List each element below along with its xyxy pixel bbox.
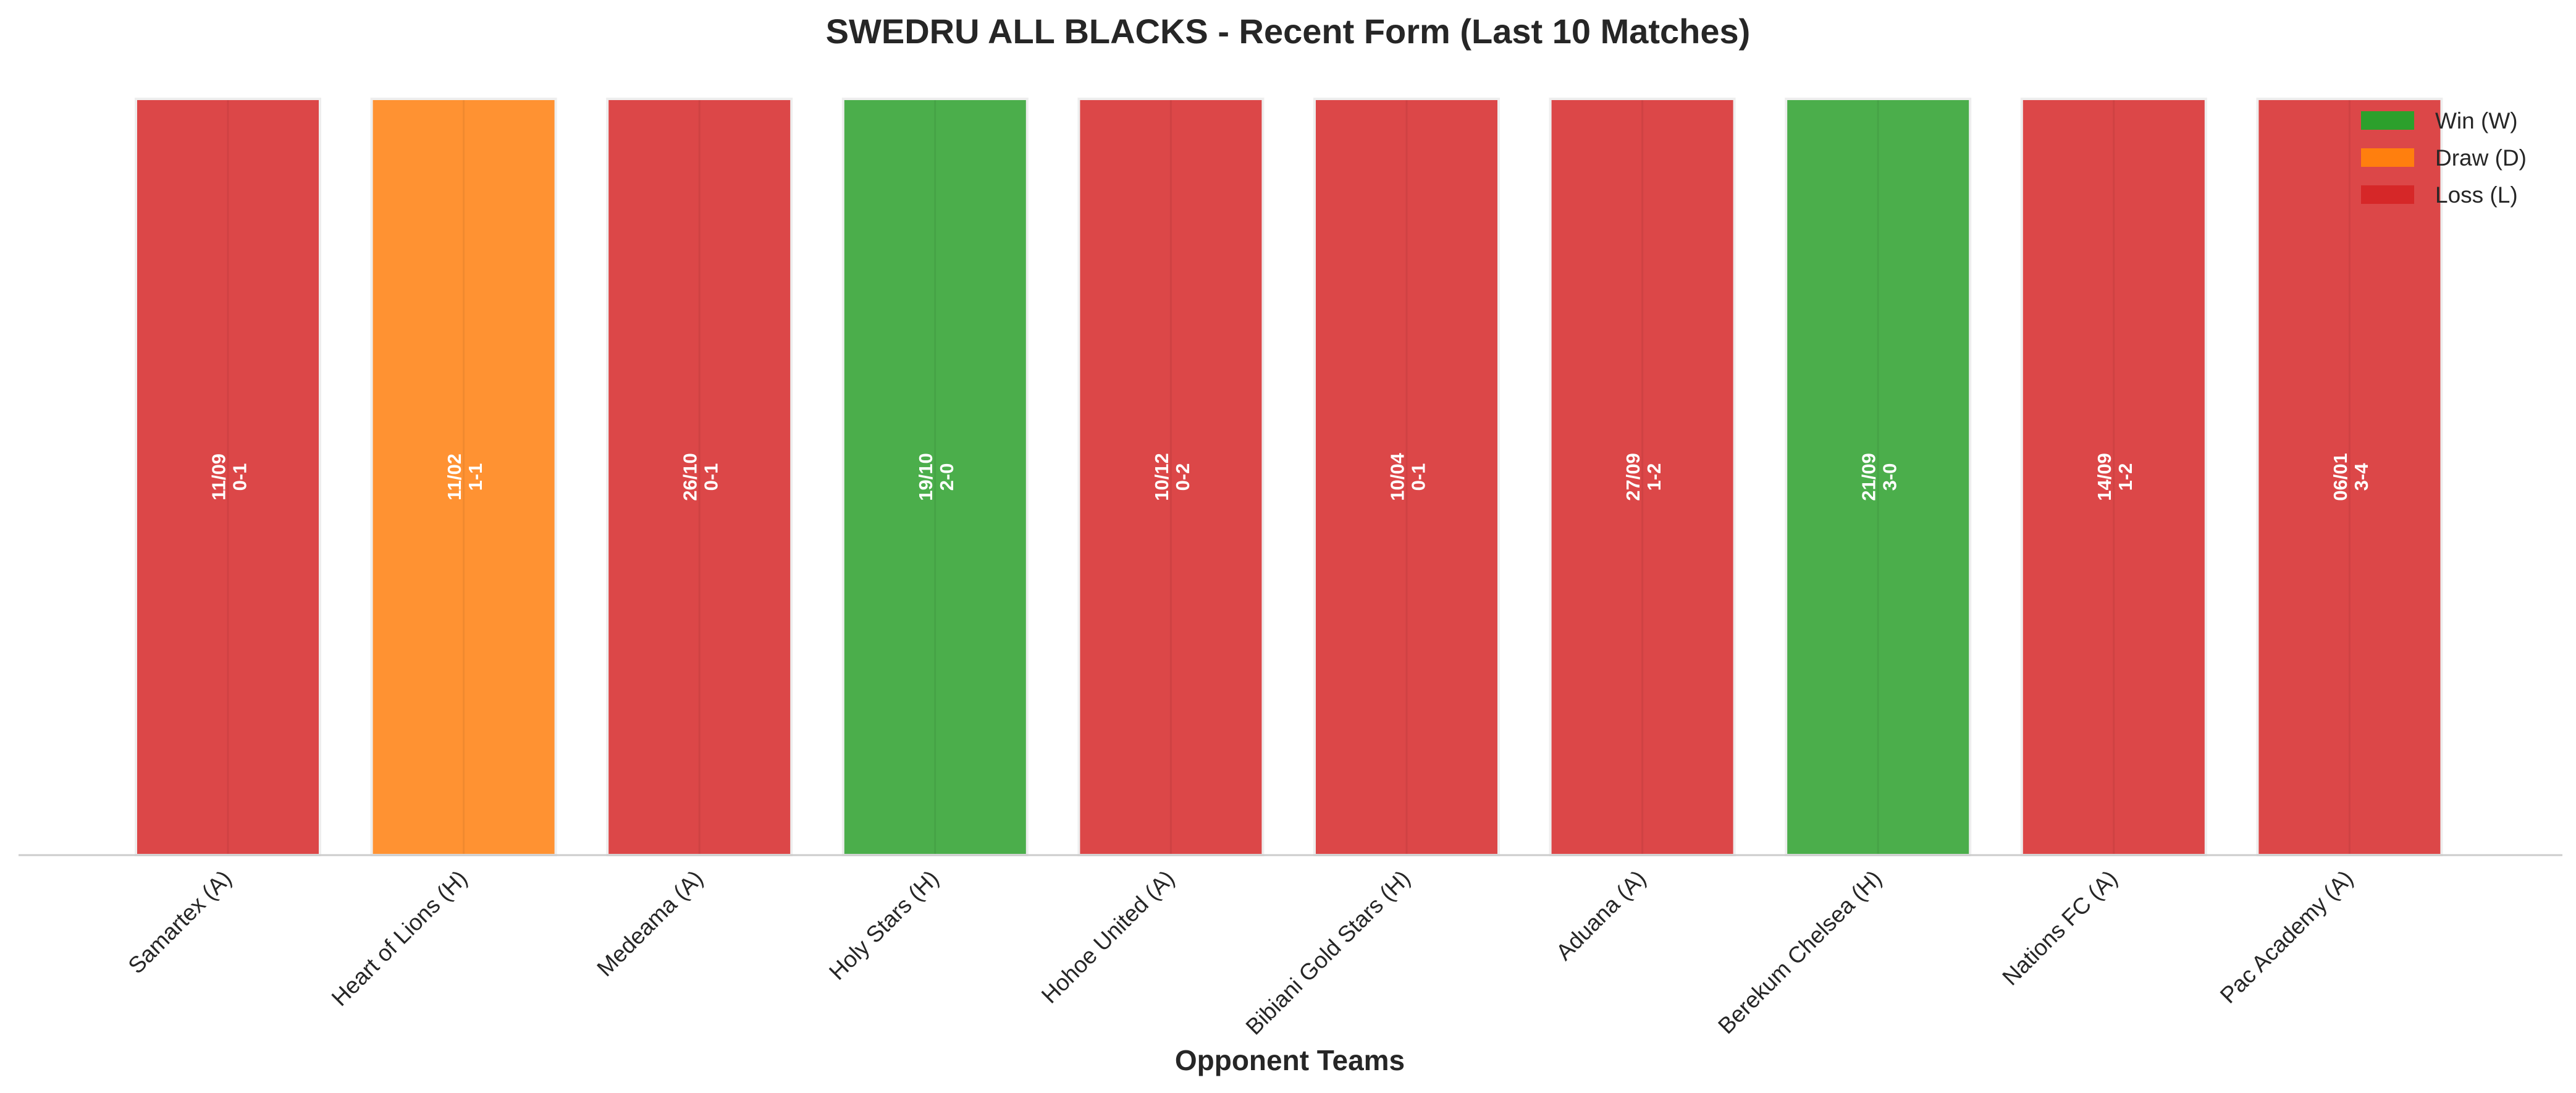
- x-tick-label-5: Hohoe United (A): [1037, 866, 1179, 1008]
- bar-8: [1785, 98, 1972, 856]
- bar-date-8: 21/09: [1858, 453, 1880, 501]
- bar-date-5: 10/12: [1151, 453, 1172, 501]
- bar-date-2: 11/02: [444, 454, 465, 500]
- bar-10: [2256, 98, 2443, 856]
- bar-score-6: 0-1: [1407, 463, 1429, 491]
- bar-score-3: 0-1: [701, 463, 722, 491]
- legend-label-l: Loss (L): [2435, 182, 2518, 208]
- bar-score-2: 1-1: [465, 463, 486, 491]
- bar-3: [606, 98, 793, 856]
- x-tick-labels: Samartex (A) Heart of Lions (H) Medeama (A…: [124, 866, 2358, 1040]
- x-tick-label-7: Aduana (A): [1551, 866, 1651, 965]
- legend-label-d: Draw (D): [2435, 145, 2527, 171]
- bar-5: [1077, 98, 1265, 856]
- x-tick-label-2: Heart of Lions (H): [327, 866, 472, 1011]
- bar-date-3: 26/10: [680, 453, 701, 501]
- x-tick-label-1: Samartex (A): [124, 866, 237, 979]
- bar-label-2: 11/021-1: [444, 454, 486, 500]
- bar-score-4: 2-0: [936, 463, 958, 491]
- bar-label-5: 10/120-2: [1151, 453, 1193, 501]
- bar-label-3: 26/100-1: [680, 453, 722, 501]
- bar-1: [135, 98, 321, 856]
- legend-swatch-d: [2361, 148, 2414, 167]
- x-tick-label-8: Berekum Chelsea (H): [1713, 866, 1887, 1039]
- bar-label-4: 19/102-0: [915, 453, 958, 501]
- legend-swatch-l: [2361, 185, 2414, 204]
- legend-label-w: Win (W): [2435, 108, 2518, 133]
- bar-date-10: 06/01: [2330, 453, 2351, 501]
- chart-title: SWEDRU ALL BLACKS - Recent Form (Last 10…: [826, 12, 1751, 51]
- bar-date-6: 10/04: [1386, 452, 1408, 500]
- bar-label-7: 27/091-2: [1622, 453, 1665, 501]
- bar-label-10: 06/013-4: [2330, 453, 2372, 501]
- bar-date-9: 14/09: [2094, 453, 2115, 501]
- bar-label-1: 11/090-1: [208, 454, 250, 500]
- bar-label-8: 21/093-0: [1858, 453, 1901, 501]
- bar-labels-group: 11/090-1 11/021-1 26/100-1 19/102-0 10/120-2…: [208, 452, 2372, 500]
- bar-date-1: 11/09: [208, 454, 229, 500]
- x-tick-label-6: Bibiani Gold Stars (H): [1241, 866, 1415, 1040]
- bars-group: [135, 98, 2443, 856]
- x-tick-label-4: Holy Stars (H): [824, 866, 943, 985]
- bar-score-10: 3-4: [2351, 463, 2372, 491]
- legend: Win (W) Draw (D) Loss (L): [2361, 108, 2527, 208]
- bar-score-1: 0-1: [229, 463, 250, 491]
- bar-2: [370, 98, 557, 856]
- legend-swatch-w: [2361, 111, 2414, 130]
- bar-date-4: 19/10: [915, 453, 937, 501]
- x-tick-label-10: Pac Academy (A): [2215, 866, 2358, 1008]
- bar-label-9: 14/091-2: [2094, 453, 2136, 501]
- bar-label-6: 10/040-1: [1386, 452, 1429, 500]
- bar-score-5: 0-2: [1172, 463, 1193, 491]
- bar-7: [1549, 98, 1736, 856]
- x-axis-title: Opponent Teams: [1175, 1044, 1405, 1076]
- bar-4: [841, 98, 1029, 856]
- bar-6: [1313, 98, 1500, 856]
- bar-date-7: 27/09: [1622, 453, 1644, 501]
- x-tick-label-3: Medeama (A): [592, 866, 707, 981]
- x-tick-label-9: Nations FC (A): [1997, 866, 2122, 990]
- bar-score-8: 3-0: [1879, 463, 1901, 491]
- bar-score-9: 1-2: [2115, 463, 2136, 491]
- bar-score-7: 1-2: [1643, 463, 1665, 491]
